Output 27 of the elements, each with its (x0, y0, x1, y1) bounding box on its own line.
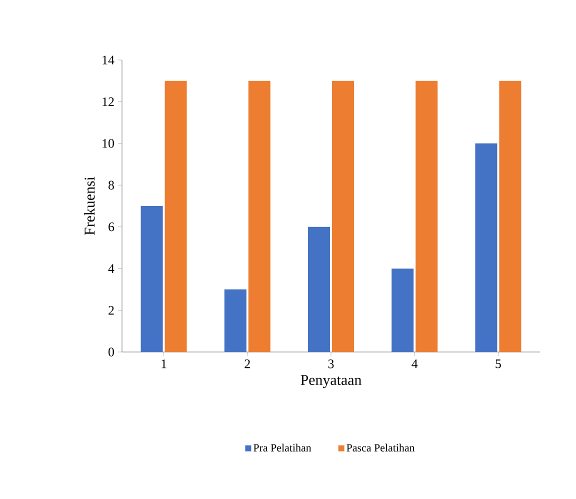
bar (224, 289, 246, 352)
bar (332, 80, 354, 352)
y-tick-label: 6 (108, 222, 114, 232)
y-tick-label: 4 (108, 264, 114, 273)
bar (475, 143, 498, 352)
bar (164, 80, 187, 352)
legend-label: Pasca Pelatihan (346, 444, 415, 452)
y-tick-label: 10 (102, 139, 114, 148)
x-tick-label: 1 (162, 360, 166, 368)
x-tick-label: 5 (496, 360, 501, 368)
legend-label: Pra Pelatihan (254, 444, 312, 452)
bar (416, 80, 438, 352)
y-axis-title: Frekuensi (84, 176, 95, 236)
x-tick-label: 3 (328, 360, 334, 368)
bar (248, 80, 270, 352)
y-tick-label: 2 (108, 306, 114, 315)
y-tick-label: 0 (108, 348, 114, 356)
y-tick-label: 14 (102, 56, 114, 64)
bar (392, 268, 414, 352)
y-tick-label: 8 (108, 180, 114, 190)
y-tick-label: 12 (102, 97, 114, 106)
x-tick-label: 4 (412, 360, 418, 368)
bar (308, 226, 330, 352)
x-axis-title: Penyataan (300, 375, 362, 388)
bar (499, 80, 522, 352)
x-tick-label: 2 (244, 360, 250, 368)
bar (140, 206, 163, 352)
